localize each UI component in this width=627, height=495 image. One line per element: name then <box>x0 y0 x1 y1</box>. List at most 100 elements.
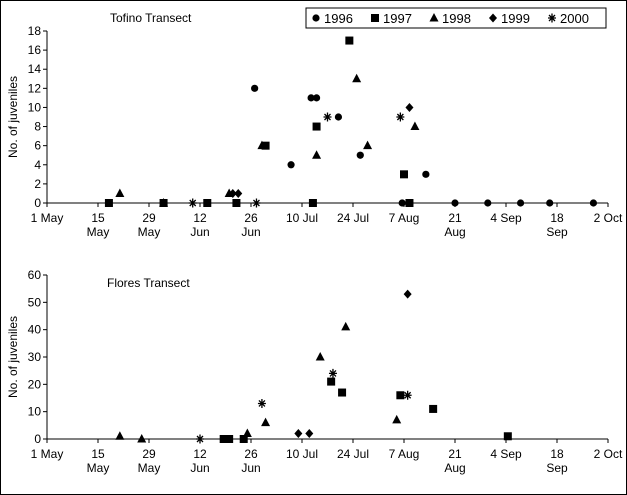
y-tick-label: 14 <box>28 62 42 76</box>
point <box>188 198 197 208</box>
y-tick-label: 2 <box>34 177 41 191</box>
y-tick-label: 0 <box>34 196 41 210</box>
point <box>232 199 241 207</box>
y-tick-label: 6 <box>34 139 41 153</box>
point <box>429 404 438 413</box>
point <box>503 432 512 441</box>
x-tick-label: 24 Jul <box>337 447 369 461</box>
point <box>115 431 125 440</box>
point <box>422 170 430 178</box>
x-tick-label: 4 Sep <box>490 447 522 461</box>
legend-label: 1999 <box>501 11 530 26</box>
y-tick-label: 0 <box>34 432 41 446</box>
x-tick-label: 18 Sep <box>546 447 568 475</box>
point <box>315 352 325 361</box>
x-tick-label: 26 Jun <box>241 211 260 239</box>
point <box>312 122 321 131</box>
point <box>115 188 125 197</box>
point <box>400 170 408 179</box>
point <box>392 414 402 424</box>
point <box>405 199 414 207</box>
point <box>257 398 266 408</box>
point <box>398 199 406 207</box>
x-tick-label: 7 Aug <box>389 211 420 225</box>
point <box>484 199 492 207</box>
point <box>234 188 243 198</box>
y-tick-label: 18 <box>28 24 42 38</box>
y-tick-label: 8 <box>34 120 41 134</box>
legend-label: 1996 <box>324 11 353 26</box>
point <box>363 140 373 150</box>
point <box>334 113 343 121</box>
legend-marker <box>489 13 497 23</box>
x-tick-label: 29 May <box>138 211 161 239</box>
x-tick-label: 24 Jul <box>337 211 369 225</box>
point <box>403 390 412 400</box>
x-tick-label: 2 Oct <box>594 211 623 225</box>
point <box>104 199 113 207</box>
y-tick-label: 12 <box>28 81 42 95</box>
y-tick-label: 10 <box>28 405 42 419</box>
x-tick-label: 12 Jun <box>190 447 209 475</box>
point <box>257 140 267 150</box>
point <box>137 434 147 443</box>
point <box>252 198 261 208</box>
point <box>305 429 314 439</box>
point <box>308 199 317 207</box>
point <box>516 199 525 207</box>
point <box>338 388 347 397</box>
chart-title: Flores Transect <box>107 276 190 290</box>
x-tick-label: 1 May <box>31 447 64 461</box>
y-tick-label: 40 <box>28 323 42 337</box>
point <box>251 84 259 92</box>
x-tick-label: 10 Jul <box>286 447 318 461</box>
point <box>396 112 405 122</box>
point <box>196 434 204 444</box>
x-tick-label: 2 Oct <box>594 447 623 461</box>
x-tick-label: 29 May <box>138 447 161 475</box>
legend-marker <box>548 13 556 23</box>
y-axis-label: No. of juveniles <box>6 316 20 398</box>
y-tick-label: 16 <box>28 43 42 57</box>
point <box>203 199 212 207</box>
point <box>341 321 351 331</box>
legend-marker <box>312 14 320 22</box>
point <box>356 151 364 159</box>
point <box>451 199 459 207</box>
point <box>410 121 420 131</box>
x-tick-label: 26 Jun <box>241 447 260 475</box>
point <box>323 112 332 122</box>
y-tick-label: 30 <box>28 350 42 364</box>
point <box>352 73 362 83</box>
point <box>294 429 303 439</box>
point <box>328 368 337 378</box>
point <box>287 161 295 169</box>
point <box>261 417 271 427</box>
chart-title: Tofino Transect <box>110 11 192 25</box>
x-tick-label: 1 May <box>31 211 64 225</box>
x-tick-label: 21 Aug <box>444 211 465 239</box>
x-tick-label: 7 Aug <box>389 447 420 461</box>
y-axis-label: No. of juveniles <box>6 76 20 158</box>
x-tick-label: 18 Sep <box>546 211 568 239</box>
x-tick-label: 10 Jul <box>286 211 318 225</box>
point <box>589 199 598 207</box>
point <box>225 435 234 443</box>
point <box>312 94 321 102</box>
legend-label: 1997 <box>383 11 412 26</box>
legend-marker <box>429 13 439 22</box>
x-tick-label: 4 Sep <box>490 211 522 225</box>
point <box>546 199 554 207</box>
legend-label: 2000 <box>560 11 589 26</box>
point <box>327 377 336 386</box>
point <box>159 198 169 207</box>
point <box>261 141 270 150</box>
y-tick-label: 20 <box>28 377 42 391</box>
x-tick-label: 12 Jun <box>190 211 209 239</box>
point <box>403 289 412 299</box>
point <box>312 150 322 159</box>
point <box>239 435 248 443</box>
point <box>396 391 405 400</box>
